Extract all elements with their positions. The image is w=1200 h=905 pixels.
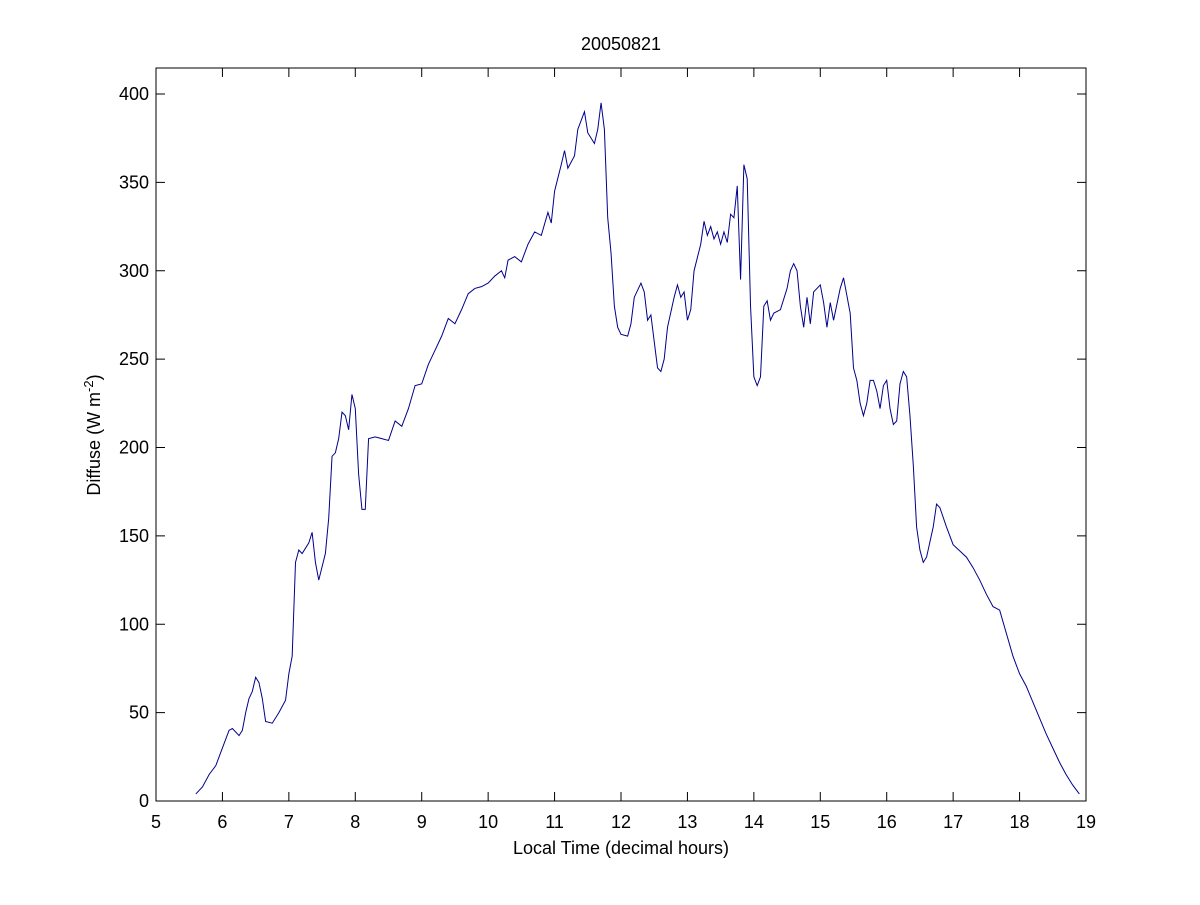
x-tick-label: 15 <box>810 812 830 832</box>
y-label-text: Diffuse (W m <box>84 392 104 496</box>
x-tick-label: 9 <box>417 812 427 832</box>
y-tick-label: 200 <box>119 438 149 458</box>
x-tick-label: 11 <box>545 812 564 832</box>
y-tick-label: 150 <box>119 526 149 546</box>
y-label-suffix: ) <box>84 374 104 380</box>
x-tick-label: 5 <box>151 812 161 832</box>
y-tick-label: 50 <box>129 703 149 723</box>
x-tick-label: 17 <box>943 812 963 832</box>
x-tick-label: 14 <box>744 812 764 832</box>
x-tick-label: 18 <box>1010 812 1030 832</box>
x-axis-label: Local Time (decimal hours) <box>513 838 729 858</box>
x-tick-label: 6 <box>217 812 227 832</box>
y-tick-label: 0 <box>139 791 149 811</box>
x-tick-label: 13 <box>677 812 697 832</box>
x-tick-label: 12 <box>611 812 631 832</box>
y-tick-label: 250 <box>119 349 149 369</box>
x-tick-label: 16 <box>877 812 897 832</box>
y-tick-label: 300 <box>119 261 149 281</box>
y-label-superscript: -2 <box>81 380 96 392</box>
data-line <box>195 102 1080 795</box>
y-tick-label: 400 <box>119 84 149 104</box>
y-axis-label: Diffuse (W m-2) <box>81 374 104 495</box>
chart-title: 20050821 <box>581 34 661 54</box>
x-tick-label: 10 <box>478 812 498 832</box>
y-tick-label: 100 <box>119 614 149 634</box>
x-tick-label: 8 <box>350 812 360 832</box>
x-tick-label: 7 <box>284 812 294 832</box>
y-tick-label: 350 <box>119 172 149 192</box>
plot-frame <box>155 67 1087 802</box>
x-tick-label: 19 <box>1076 812 1096 832</box>
